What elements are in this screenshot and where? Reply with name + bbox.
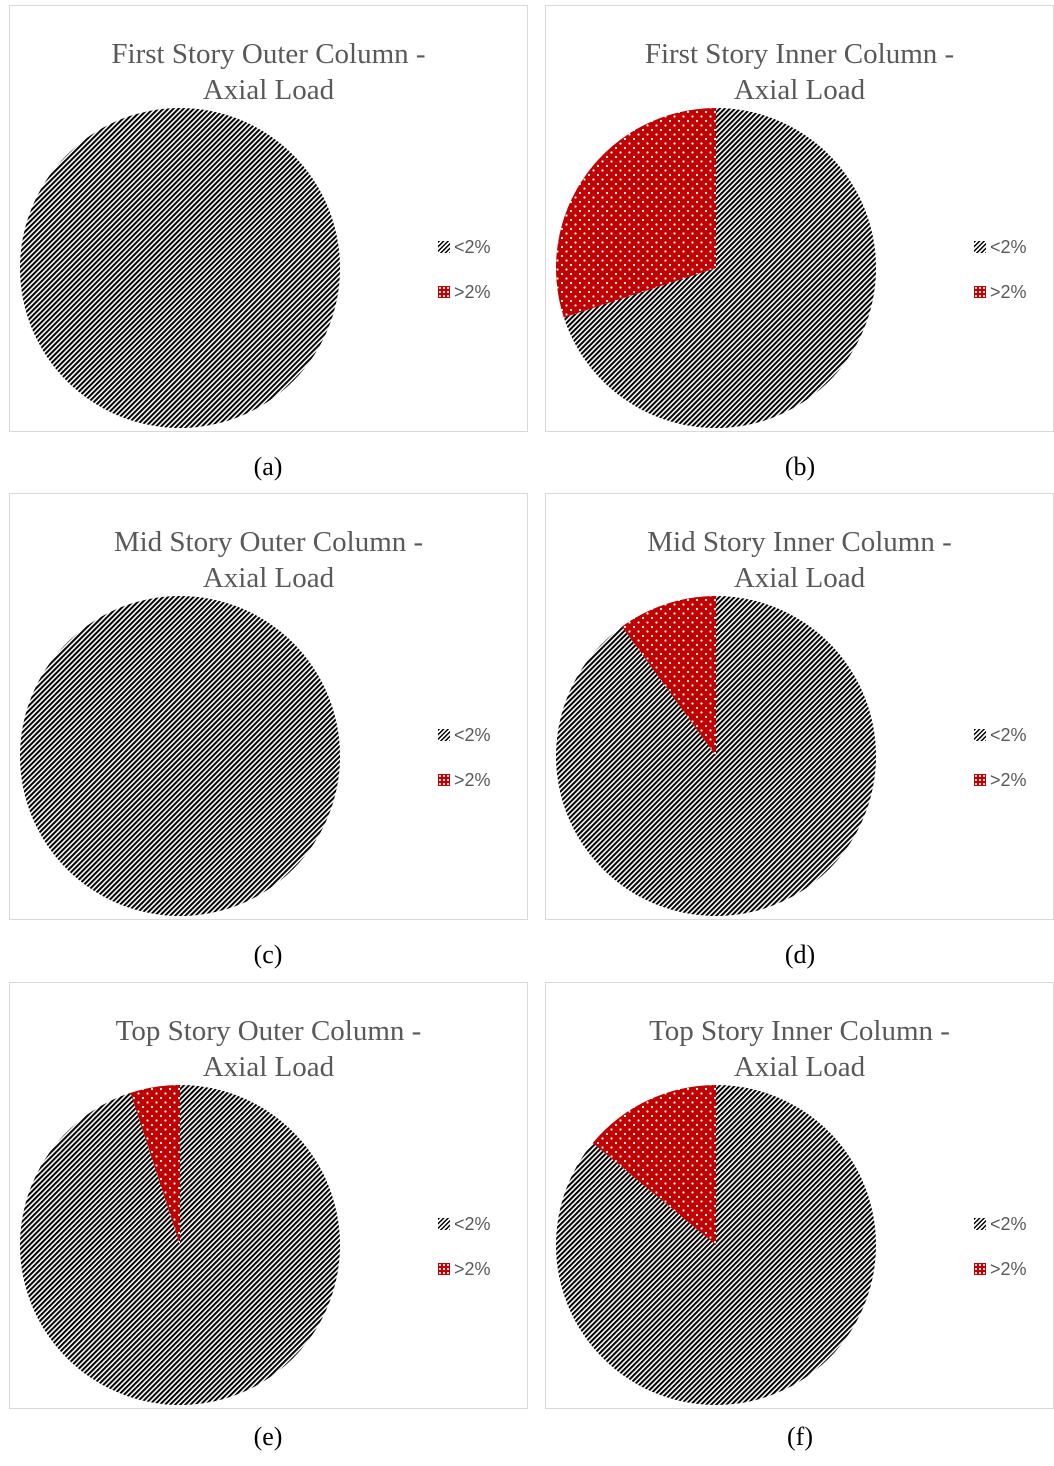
chart-title-a-line2: Axial Load (202, 74, 335, 106)
legend-swatch-above (974, 286, 986, 298)
legend-item-below: <2% (438, 1213, 491, 1235)
caption-c: (c) (253, 940, 283, 969)
legend-swatch-above (974, 774, 986, 786)
chart-title-f: Top Story Inner Column - Axial Load (546, 1013, 1053, 1085)
legend-item-above: >2% (974, 1258, 1027, 1280)
legend-label-above: >2% (990, 281, 1027, 302)
pie-chart-b (556, 108, 876, 428)
legend-label-below: <2% (454, 236, 491, 257)
pie-slice-below (20, 596, 340, 916)
legend-item-below: <2% (974, 236, 1027, 258)
chart-title-c-line2: Axial Load (202, 562, 335, 594)
caption-f: (f) (787, 1422, 813, 1451)
chart-title-e-line2: Axial Load (202, 1051, 335, 1083)
legend-swatch-below (974, 241, 986, 253)
legend-label-above: >2% (990, 769, 1027, 790)
caption-d: (d) (784, 940, 816, 969)
pie-slice-below (20, 108, 340, 428)
legend-label-above: >2% (454, 281, 491, 302)
chart-title-d: Mid Story Inner Column - Axial Load (546, 524, 1053, 596)
caption-e: (e) (253, 1422, 283, 1451)
legend-b: <2% >2% (974, 236, 1027, 326)
legend-item-above: >2% (438, 1258, 491, 1280)
pie-slice-below (563, 108, 876, 428)
legend-label-above: >2% (454, 1258, 491, 1279)
legend-swatch-below (438, 1218, 450, 1230)
caption-b: (b) (784, 452, 816, 481)
legend-item-below: <2% (438, 724, 491, 746)
legend-swatch-above (974, 1263, 986, 1275)
legend-label-below: <2% (454, 724, 491, 745)
legend-item-below: <2% (438, 236, 491, 258)
legend-item-above: >2% (974, 281, 1027, 303)
chart-title-f-line1: Top Story Inner Column - (649, 1015, 950, 1047)
pie-slice-above (556, 108, 716, 318)
pie-chart-f (556, 1085, 876, 1405)
legend-label-above: >2% (990, 1258, 1027, 1279)
legend-label-above: >2% (454, 769, 491, 790)
legend-item-below: <2% (974, 1213, 1027, 1235)
chart-title-b-line1: First Story Inner Column - (644, 38, 955, 70)
chart-panel-c: Mid Story Outer Column - Axial Load <2% … (9, 493, 528, 920)
chart-title-e: Top Story Outer Column - Axial Load (10, 1013, 527, 1085)
legend-item-below: <2% (974, 724, 1027, 746)
pie-slice-below (20, 1085, 341, 1405)
legend-label-below: <2% (454, 1213, 491, 1234)
legend-swatch-below (438, 729, 450, 741)
pie-slice-above (621, 596, 716, 756)
chart-title-e-line1: Top Story Outer Column - (115, 1015, 422, 1047)
legend-swatch-above (438, 774, 450, 786)
chart-panel-b: First Story Inner Column - Axial Load <2… (545, 5, 1054, 432)
chart-title-c-line1: Mid Story Outer Column - (113, 526, 424, 558)
chart-title-d-line1: Mid Story Inner Column - (647, 526, 952, 558)
legend-item-above: >2% (974, 769, 1027, 791)
pie-chart-d (556, 596, 876, 916)
pie-slice-above (592, 1085, 716, 1245)
legend-swatch-above (438, 1263, 450, 1275)
legend-e: <2% >2% (438, 1213, 491, 1303)
chart-title-b: First Story Inner Column - Axial Load (546, 36, 1053, 108)
legend-swatch-below (974, 1218, 986, 1230)
legend-d: <2% >2% (974, 724, 1027, 814)
pie-chart-a (20, 108, 340, 428)
pie-chart-c (20, 596, 340, 916)
legend-c: <2% >2% (438, 724, 491, 814)
pie-slice-above (130, 1085, 180, 1245)
caption-a: (a) (253, 452, 283, 481)
legend-swatch-below (974, 729, 986, 741)
legend-label-below: <2% (990, 236, 1027, 257)
chart-title-c: Mid Story Outer Column - Axial Load (10, 524, 527, 596)
chart-panel-e: Top Story Outer Column - Axial Load <2% … (9, 982, 528, 1409)
legend-a: <2% >2% (438, 236, 491, 326)
chart-panel-a: First Story Outer Column - Axial Load <2… (9, 5, 528, 432)
chart-title-b-line2: Axial Load (733, 74, 866, 106)
legend-swatch-below (438, 241, 450, 253)
pie-chart-e (20, 1085, 341, 1405)
chart-title-a: First Story Outer Column - Axial Load (10, 36, 527, 108)
chart-title-f-line2: Axial Load (733, 1051, 866, 1083)
chart-panel-d: Mid Story Inner Column - Axial Load <2% … (545, 493, 1054, 920)
legend-f: <2% >2% (974, 1213, 1027, 1303)
legend-label-below: <2% (990, 1213, 1027, 1234)
chart-title-d-line2: Axial Load (733, 562, 866, 594)
legend-item-above: >2% (438, 281, 491, 303)
chart-panel-f: Top Story Inner Column - Axial Load <2% … (545, 982, 1054, 1409)
legend-label-below: <2% (990, 724, 1027, 745)
legend-item-above: >2% (438, 769, 491, 791)
legend-swatch-above (438, 286, 450, 298)
chart-title-a-line1: First Story Outer Column - (111, 38, 426, 70)
